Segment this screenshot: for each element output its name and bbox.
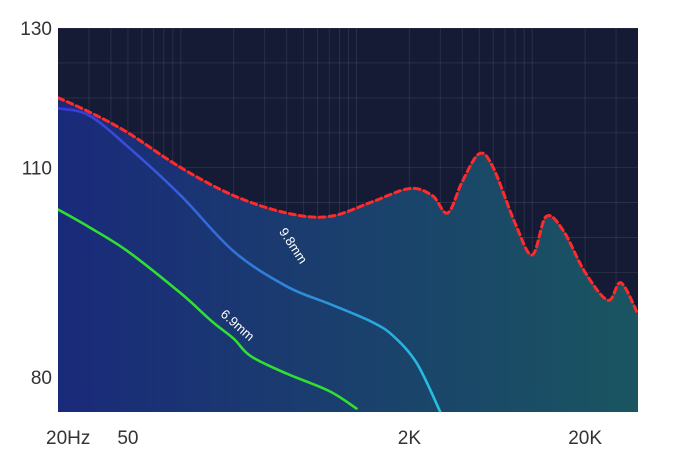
series-line-peak-envelope: [58, 96, 638, 316]
y-tick-label: 80: [31, 368, 52, 389]
y-tick-label: 110: [22, 159, 52, 180]
response-area-fill: [58, 97, 638, 412]
x-tick-label: 20K: [568, 428, 602, 449]
x-tick-label: 2K: [398, 428, 422, 449]
series-line-9-8mm: [58, 107, 442, 412]
axis-labels: 130 110 80 20Hz 50 2K 20K: [20, 19, 602, 449]
y-tick-label: 130: [20, 19, 52, 40]
series-layer: [58, 96, 638, 412]
series-line-6-9mm: [58, 208, 358, 410]
x-tick-label: 20Hz: [46, 428, 90, 449]
x-tick-label: 50: [117, 428, 138, 449]
